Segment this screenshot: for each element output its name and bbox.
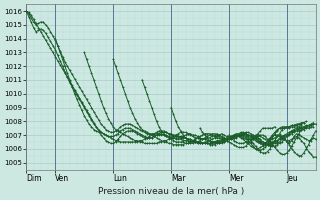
X-axis label: Pression niveau de la mer( hPa ): Pression niveau de la mer( hPa ) (98, 187, 244, 196)
